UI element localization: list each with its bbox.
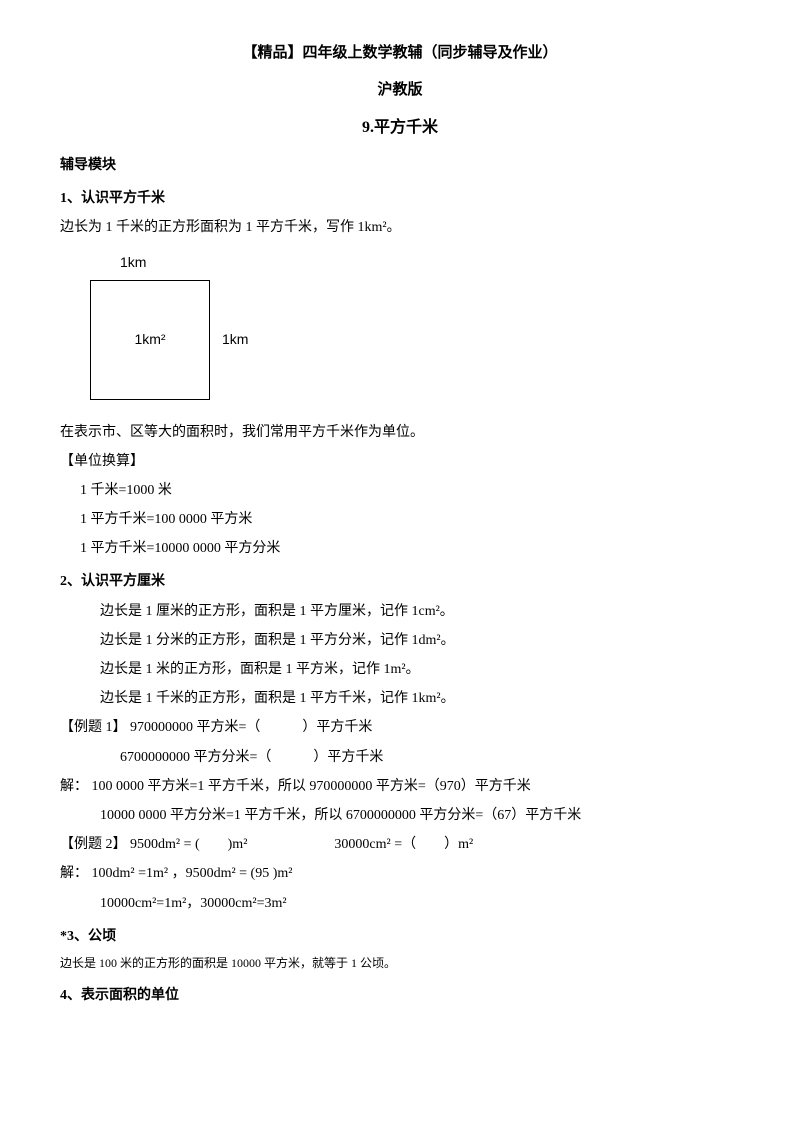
example1-sol-label: 解： [60, 779, 88, 794]
section2-line4: 边长是 1 千米的正方形，面积是 1 平方千米，记作 1km²。 [60, 686, 740, 711]
section2-line1: 边长是 1 厘米的正方形，面积是 1 平方厘米，记作 1cm²。 [60, 599, 740, 624]
example2-header: 【例题 2】 [60, 837, 127, 852]
example2-sol-label: 解： [60, 866, 88, 881]
example1-sol-line1: 解： 100 0000 平方米=1 平方千米，所以 970000000 平方米=… [60, 774, 740, 799]
publisher-title: 沪教版 [60, 77, 740, 104]
example1-header: 【例题 1】 [60, 720, 127, 735]
conversion-header: 【单位换算】 [60, 449, 740, 474]
section2-line3: 边长是 1 米的正方形，面积是 1 平方米，记作 1m²。 [60, 657, 740, 682]
example2-sol1: 100dm² =1m² ，9500dm² = (95 )m² [92, 866, 293, 881]
section1-definition: 边长为 1 千米的正方形面积为 1 平方千米，写作 1km²。 [60, 215, 740, 240]
diagram-inside-label: 1km² [134, 327, 165, 352]
section2-line2: 边长是 1 分米的正方形，面积是 1 平方分米，记作 1dm²。 [60, 628, 740, 653]
main-title: 【精品】四年级上数学教辅（同步辅导及作业） [60, 40, 740, 67]
example1-q1: 970000000 平方米=（ ）平方千米 [130, 720, 372, 735]
diagram-side-label: 1km [222, 327, 248, 352]
example1-q2: 6700000000 平方分米=（ ）平方千米 [60, 745, 740, 770]
example2-q1: 9500dm² = ( )m² [130, 837, 247, 852]
section3-line: 边长是 100 米的正方形的面积是 10000 平方米，就等于 1 公顷。 [60, 953, 740, 975]
example2-sol2: 10000cm²=1m²，30000cm²=3m² [60, 891, 740, 916]
example2-line: 【例题 2】 9500dm² = ( )m² 30000cm² =（ ）m² [60, 832, 740, 857]
module-header: 辅导模块 [60, 153, 740, 178]
example2-sol-line1: 解： 100dm² =1m² ，9500dm² = (95 )m² [60, 861, 740, 886]
chapter-title: 9.平方千米 [60, 114, 740, 143]
section4-header: 4、表示面积的单位 [60, 983, 740, 1008]
example1-line1: 【例题 1】 970000000 平方米=（ ）平方千米 [60, 715, 740, 740]
square-diagram: 1km 1km² 1km [90, 250, 740, 399]
conversion-2: 1 平方千米=100 0000 平方米 [60, 507, 740, 532]
example1-sol2: 10000 0000 平方分米=1 平方千米，所以 6700000000 平方分… [60, 803, 740, 828]
section2-header: 2、认识平方厘米 [60, 569, 740, 594]
diagram-square: 1km² [90, 280, 210, 400]
example1-sol1: 100 0000 平方米=1 平方千米，所以 970000000 平方米=（97… [92, 779, 531, 794]
conversion-1: 1 千米=1000 米 [60, 478, 740, 503]
section1-usage: 在表示市、区等大的面积时，我们常用平方千米作为单位。 [60, 420, 740, 445]
section3-header: *3、公顷 [60, 924, 740, 949]
conversion-3: 1 平方千米=10000 0000 平方分米 [60, 536, 740, 561]
example2-q2: 30000cm² =（ ）m² [334, 837, 473, 852]
section1-header: 1、认识平方千米 [60, 186, 740, 211]
diagram-top-label: 1km [120, 250, 740, 275]
